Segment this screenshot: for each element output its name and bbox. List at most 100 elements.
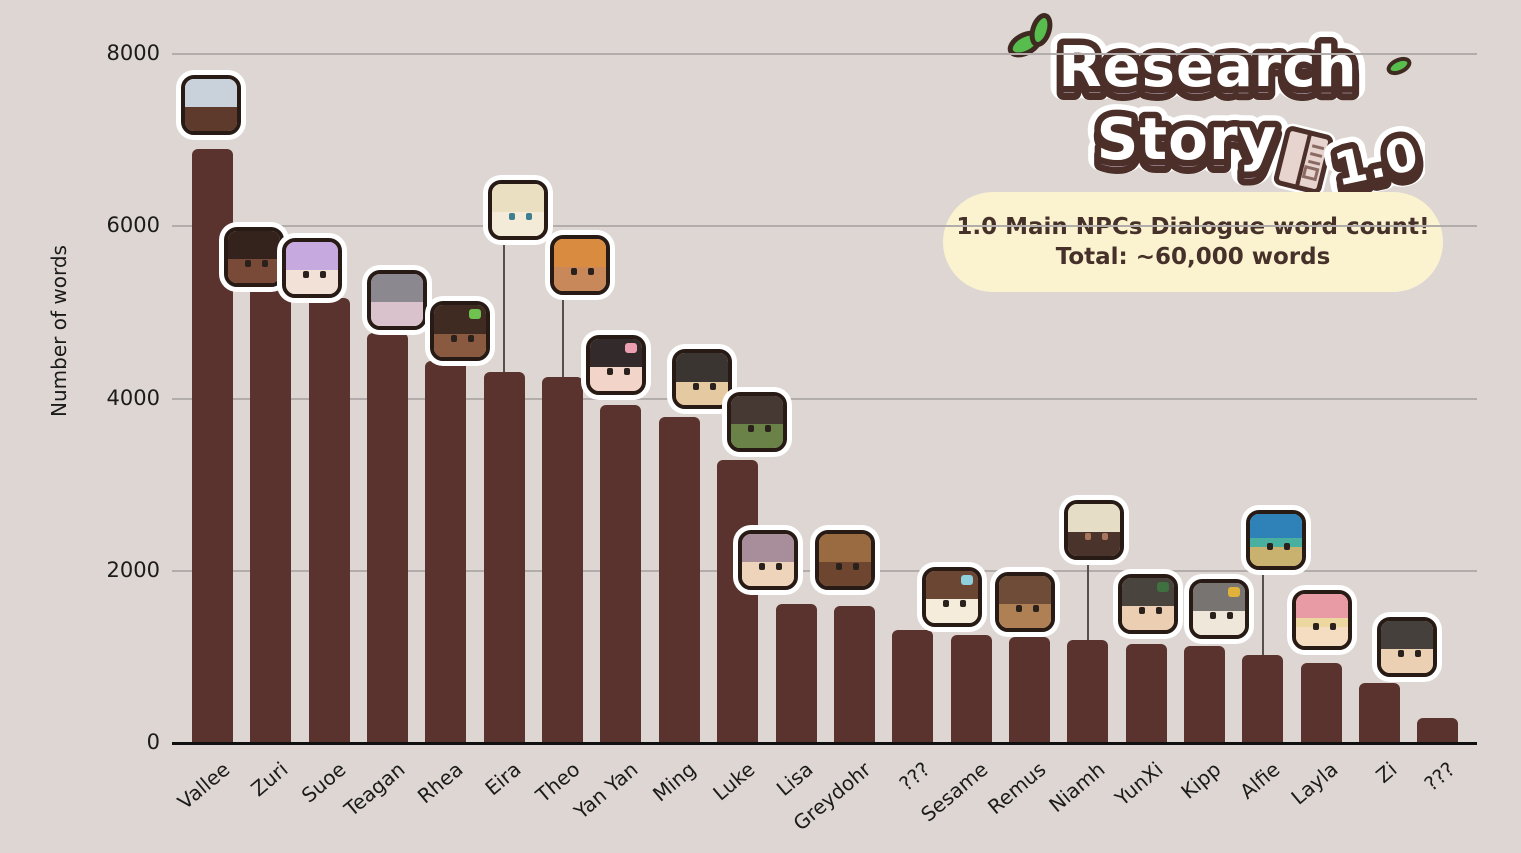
- suoe-avatar: [282, 237, 343, 298]
- y-tick-label-4000: 4000: [106, 385, 160, 410]
- y-tick-label-2000: 2000: [106, 557, 160, 582]
- avatar-face: [553, 267, 606, 291]
- avatar-hair: [1296, 593, 1349, 622]
- avatar-hair: [676, 353, 729, 382]
- bar-sesame-13: [950, 635, 992, 743]
- avatar-hair: [742, 534, 794, 563]
- avatar-face: [730, 423, 783, 448]
- bar-rhea-4: [425, 361, 467, 743]
- avatar-eye: [1210, 611, 1217, 619]
- avatar-face: [1122, 606, 1175, 630]
- ming-avatar: [672, 349, 733, 410]
- bar-niamh-15: [1067, 639, 1109, 743]
- avatar-eye: [570, 268, 577, 276]
- avatar-accent: [1157, 581, 1170, 592]
- avatar-eye: [320, 270, 327, 278]
- avatar-eye: [1016, 605, 1023, 613]
- avatar-face: [433, 333, 486, 358]
- avatar-eye: [776, 563, 782, 571]
- avatar-stem-alfie: [1261, 566, 1264, 656]
- bar-remus-14: [1008, 637, 1050, 743]
- avatar-eye: [764, 424, 771, 432]
- avatar-face: [926, 599, 979, 624]
- avatar-hair: [819, 534, 872, 563]
- avatar-face: [742, 562, 794, 587]
- avatar-accent: [1228, 586, 1241, 597]
- avatar-hair: [730, 395, 783, 424]
- avatar-face: [676, 381, 729, 406]
- avatar-hair: [184, 78, 237, 107]
- avatar-eye: [1397, 649, 1404, 657]
- avatar-eye: [853, 563, 860, 571]
- alfie-bluehat-avatar: [1245, 510, 1306, 571]
- avatar-hair: [1067, 503, 1120, 532]
- bar-yan-yan-7: [600, 404, 642, 743]
- zuri-avatar: [223, 226, 284, 287]
- logo-line1: Research: [1059, 35, 1358, 100]
- avatar-hair: [553, 238, 606, 268]
- niamh-sheep-avatar: [1063, 499, 1124, 560]
- avatar-hair: [999, 576, 1052, 605]
- avatar-eye: [1033, 605, 1040, 613]
- avatar-eye: [1084, 532, 1091, 540]
- avatar-eye: [509, 212, 516, 220]
- avatar-eye: [1330, 623, 1337, 630]
- avatar-eye: [960, 600, 967, 608]
- avatar-hair: [492, 183, 545, 212]
- avatar-face: [819, 562, 872, 587]
- svg-text:Story: Story: [1097, 112, 1278, 180]
- bar-zuri-1: [250, 286, 292, 743]
- yanyan-cow-avatar: [585, 334, 646, 395]
- luke-goblin-avatar: [726, 391, 787, 452]
- avatar-eye: [450, 334, 457, 342]
- bar---21: [1417, 718, 1459, 743]
- avatar-band: [1249, 538, 1302, 548]
- book-icon: [1271, 123, 1336, 197]
- avatar-eye: [943, 600, 950, 608]
- bar-suoe-2: [308, 297, 350, 743]
- avatar-eye: [606, 367, 613, 375]
- bar-theo-6: [542, 376, 584, 743]
- avatar-accent: [468, 309, 481, 320]
- avatar-eye: [244, 259, 251, 267]
- avatar-accent: [961, 575, 974, 586]
- avatar-eye: [693, 382, 700, 390]
- y-tick-label-0: 0: [146, 730, 160, 754]
- avatar-eye: [836, 563, 843, 571]
- avatar-hair: [1249, 514, 1302, 543]
- avatar-stem-theo: [561, 290, 564, 377]
- greydohr-creature-avatar: [815, 530, 876, 591]
- avatar-eye: [747, 424, 754, 432]
- bar-zi-20: [1359, 682, 1400, 743]
- x-axis-line: [172, 742, 1477, 745]
- avatar-eye: [710, 382, 717, 390]
- avatar-face: [1067, 531, 1120, 556]
- avatar-eye: [1156, 607, 1163, 615]
- bar-luke-9: [717, 459, 759, 743]
- sesame-goggles-avatar: [922, 567, 983, 628]
- bar-kipp-17: [1183, 645, 1225, 743]
- avatar-face: [1380, 648, 1433, 673]
- avatar-face: [492, 211, 545, 236]
- gridline-6000: [172, 225, 1477, 228]
- avatar-accent: [624, 342, 637, 353]
- avatar-hair: [370, 274, 423, 303]
- logo-line2: Story: [1097, 105, 1278, 173]
- eira-avatar: [488, 179, 549, 240]
- avatar-eye: [1139, 607, 1146, 615]
- avatar-eye: [759, 563, 765, 571]
- avatar-eye: [261, 259, 268, 267]
- layla-avatar: [1292, 589, 1353, 650]
- gridline-8000: [172, 53, 1477, 55]
- yunxi-avatar: [1118, 573, 1179, 634]
- avatar-eye: [1313, 623, 1320, 630]
- avatar-band: [1296, 617, 1349, 627]
- svg-text:Research: Research: [1059, 42, 1358, 107]
- avatar-eye: [1283, 543, 1290, 551]
- avatar-hair: [1380, 620, 1433, 649]
- theo-avatar: [549, 234, 610, 295]
- avatar-stem-eira: [503, 235, 506, 372]
- kipp-penguin-avatar: [1189, 578, 1250, 639]
- vallee-snail-dome-avatar: [180, 74, 241, 135]
